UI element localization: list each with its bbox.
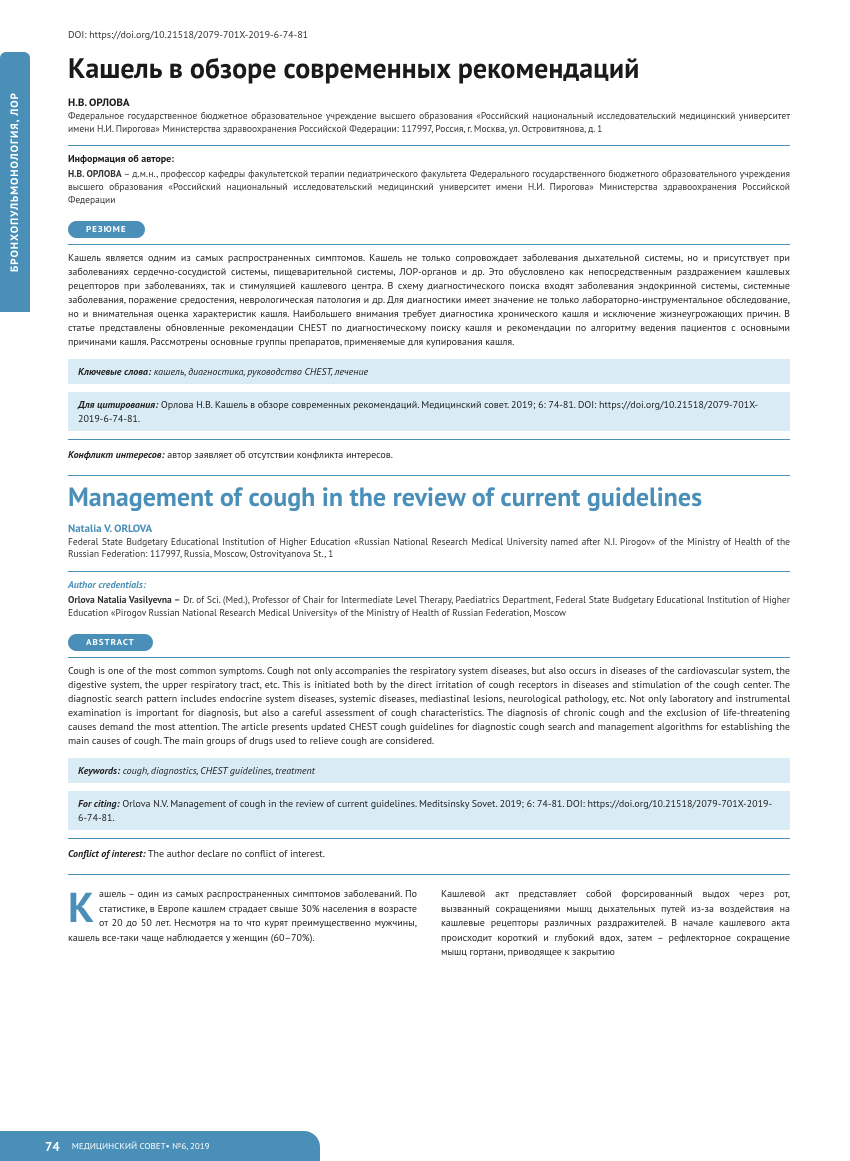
- keywords-block-en: Keywords: cough, diagnostics, CHEST guid…: [68, 758, 790, 784]
- body-col-2: Кашлевой акт представляет собой форсиров…: [441, 887, 790, 960]
- coi-label-ru: Конфликт интересов:: [68, 448, 165, 461]
- coi-text-ru: автор заявляет об отсутствии конфликта и…: [165, 448, 393, 461]
- author-name-bold: Н.В. ОРЛОВА: [68, 167, 122, 180]
- section-tab: БРОНХОПУЛЬМОНОЛОГИЯ, ЛОР: [0, 52, 30, 312]
- abstract-pill-en: ABSTRACT: [68, 634, 153, 651]
- footer-journal: МЕДИЦИНСКИЙ СОВЕТ: [72, 1141, 166, 1152]
- coi-ru: Конфликт интересов: автор заявляет об от…: [68, 448, 790, 461]
- divider: [68, 874, 790, 875]
- coi-label-en: Conflict of interest:: [68, 847, 146, 860]
- author-details-text: – д.м.н., профессор кафедры факультетско…: [68, 167, 790, 206]
- citation-label-ru: Для цитирования:: [78, 398, 158, 411]
- body-text-2: Кашлевой акт представляет собой форсиров…: [441, 887, 790, 958]
- author-info-label-en: Author credentials:: [68, 578, 790, 591]
- abstract-en: Cough is one of the most common symptoms…: [68, 664, 790, 748]
- keywords-label-ru: Ключевые слова:: [78, 365, 151, 378]
- body-columns: Кашель – один из самых распространенных …: [68, 887, 790, 960]
- divider: [68, 571, 790, 572]
- divider: [68, 475, 790, 476]
- coi-text-en: The author declare no conflict of intere…: [146, 847, 325, 860]
- page: БРОНХОПУЛЬМОНОЛОГИЯ, ЛОР DOI: https://do…: [0, 0, 850, 1161]
- divider: [68, 439, 790, 440]
- affiliation-en: Federal State Budgetary Educational Inst…: [68, 536, 790, 562]
- abstract-pill-ru: РЕЗЮМЕ: [68, 221, 145, 238]
- author-en: Natalia V. ORLOVA: [68, 522, 790, 536]
- affiliation-ru: Федеральное государственное бюджетное об…: [68, 110, 790, 136]
- citation-block-ru: Для цитирования: Орлова Н.В. Кашель в об…: [68, 392, 790, 431]
- author-info-ru: Н.В. ОРЛОВА – д.м.н., профессор кафедры …: [68, 168, 790, 206]
- author-info-label-ru: Информация об авторе:: [68, 152, 790, 165]
- citation-block-en: For citing: Orlova N.V. Management of co…: [68, 791, 790, 830]
- divider: [68, 145, 790, 146]
- page-footer: 74 МЕДИЦИНСКИЙ СОВЕТ • №6, 2019: [0, 1131, 320, 1161]
- title-english: Management of cough in the review of cur…: [68, 484, 790, 511]
- divider: [68, 838, 790, 839]
- body-col-1: Кашель – один из самых распространенных …: [68, 887, 417, 960]
- page-number: 74: [45, 1138, 60, 1155]
- author-ru: Н.В. ОРЛОВА: [68, 96, 790, 110]
- citation-ru: Орлова Н.В. Кашель в обзоре современных …: [78, 398, 758, 425]
- abstract-ru: Кашель является одним из самых распростр…: [68, 251, 790, 349]
- keywords-block-ru: Ключевые слова: кашель, диагностика, рук…: [68, 359, 790, 385]
- content-area: DOI: https://doi.org/10.21518/2079-701X-…: [0, 0, 850, 960]
- divider: [68, 244, 790, 245]
- divider: [68, 657, 790, 658]
- footer-issue: • №6, 2019: [166, 1141, 210, 1152]
- citation-label-en: For citing:: [78, 797, 120, 810]
- dropcap: К: [68, 887, 99, 925]
- keywords-label-en: Keywords:: [78, 764, 120, 777]
- title-russian: Кашель в обзоре современных рекомендаций: [68, 53, 790, 84]
- author-name-bold-en: Orlova Natalia Vasilyevna –: [68, 593, 180, 606]
- doi-line: DOI: https://doi.org/10.21518/2079-701X-…: [68, 28, 790, 41]
- body-text-1: ашель – один из самых распространенных с…: [68, 887, 417, 944]
- author-info-en: Orlova Natalia Vasilyevna – Dr. of Sci. …: [68, 594, 790, 620]
- keywords-ru: кашель, диагностика, руководство CHEST, …: [151, 365, 368, 378]
- keywords-en: cough, diagnostics, CHEST guidelines, tr…: [120, 764, 315, 777]
- citation-en: Orlova N.V. Management of cough in the r…: [78, 797, 772, 824]
- coi-en: Conflict of interest: The author declare…: [68, 847, 790, 860]
